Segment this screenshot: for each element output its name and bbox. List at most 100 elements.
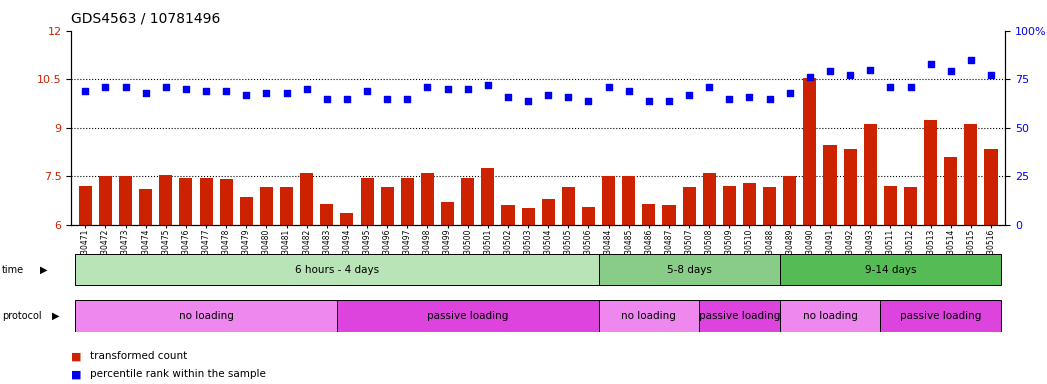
Point (681, 92, 697, 98)
Point (439, 86, 455, 92)
Text: no loading: no loading (622, 311, 676, 321)
Bar (280, 187, 293, 225)
Point (962, 57, 979, 63)
Bar (622, 176, 636, 225)
Point (399, 96, 416, 102)
Text: passive loading: passive loading (698, 311, 780, 321)
Bar (944, 157, 957, 225)
Point (298, 86, 315, 92)
Point (137, 90, 154, 96)
Bar (743, 183, 756, 225)
Bar (521, 209, 535, 225)
Bar (541, 199, 555, 225)
Point (379, 96, 396, 102)
Text: 9-14 days: 9-14 days (865, 265, 916, 275)
Bar (925, 119, 937, 225)
Point (942, 68, 959, 74)
Bar (502, 205, 514, 225)
Point (97, 84, 114, 90)
Bar (240, 197, 252, 225)
Point (258, 90, 274, 96)
Bar (599, 300, 699, 331)
Text: percentile rank within the sample: percentile rank within the sample (90, 369, 266, 379)
Point (157, 84, 174, 90)
Point (862, 66, 878, 73)
Text: transformed count: transformed count (90, 351, 187, 361)
Point (600, 84, 617, 90)
Bar (300, 173, 313, 225)
Bar (337, 300, 599, 331)
Bar (599, 254, 780, 285)
Point (480, 82, 496, 88)
Point (318, 96, 335, 102)
Bar (881, 300, 1001, 331)
Text: protocol: protocol (2, 311, 42, 321)
Point (198, 88, 215, 94)
Bar (642, 204, 655, 225)
Text: ▶: ▶ (52, 311, 60, 321)
Bar (663, 205, 675, 225)
Point (983, 72, 1000, 78)
Text: no loading: no loading (179, 311, 233, 321)
Bar (482, 168, 494, 225)
Point (519, 98, 536, 104)
Point (641, 98, 658, 104)
Bar (139, 189, 152, 225)
Point (338, 96, 355, 102)
Bar (79, 186, 92, 225)
Bar (844, 149, 856, 225)
Bar (780, 300, 881, 331)
Text: ■: ■ (71, 369, 82, 379)
Text: 5-8 days: 5-8 days (667, 265, 712, 275)
Point (560, 94, 577, 100)
Bar (360, 178, 374, 225)
Point (822, 68, 839, 74)
Point (359, 88, 376, 94)
Text: 6 hours - 4 days: 6 hours - 4 days (295, 265, 379, 275)
Text: GDS4563 / 10781496: GDS4563 / 10781496 (71, 12, 221, 25)
Bar (699, 300, 780, 331)
Bar (964, 124, 978, 225)
Point (903, 84, 919, 90)
Bar (220, 179, 232, 225)
Point (781, 90, 798, 96)
Bar (780, 254, 1001, 285)
Bar (582, 207, 595, 225)
Bar (200, 178, 213, 225)
Point (499, 94, 516, 100)
Bar (703, 173, 716, 225)
Point (741, 94, 758, 100)
Point (922, 61, 939, 67)
Bar (763, 187, 776, 225)
Point (842, 72, 859, 78)
Bar (381, 187, 394, 225)
Text: passive loading: passive loading (900, 311, 981, 321)
Bar (441, 202, 454, 225)
Point (178, 86, 195, 92)
Point (700, 84, 717, 90)
Point (580, 98, 597, 104)
Text: ▶: ▶ (40, 265, 47, 275)
Bar (401, 178, 414, 225)
Point (218, 88, 235, 94)
Point (802, 74, 819, 80)
Point (721, 96, 738, 102)
Bar (783, 176, 797, 225)
Point (76, 88, 93, 94)
Bar (824, 146, 837, 225)
Bar (340, 214, 354, 225)
Text: time: time (2, 265, 24, 275)
Bar (320, 204, 333, 225)
Bar (864, 124, 876, 225)
Bar (260, 187, 273, 225)
Text: ■: ■ (71, 351, 82, 361)
Bar (159, 175, 173, 225)
Text: passive loading: passive loading (427, 311, 509, 321)
Bar (119, 176, 132, 225)
Bar (884, 186, 897, 225)
Bar (75, 300, 337, 331)
Text: no loading: no loading (803, 311, 857, 321)
Point (621, 88, 638, 94)
Bar (722, 186, 736, 225)
Bar (98, 176, 112, 225)
